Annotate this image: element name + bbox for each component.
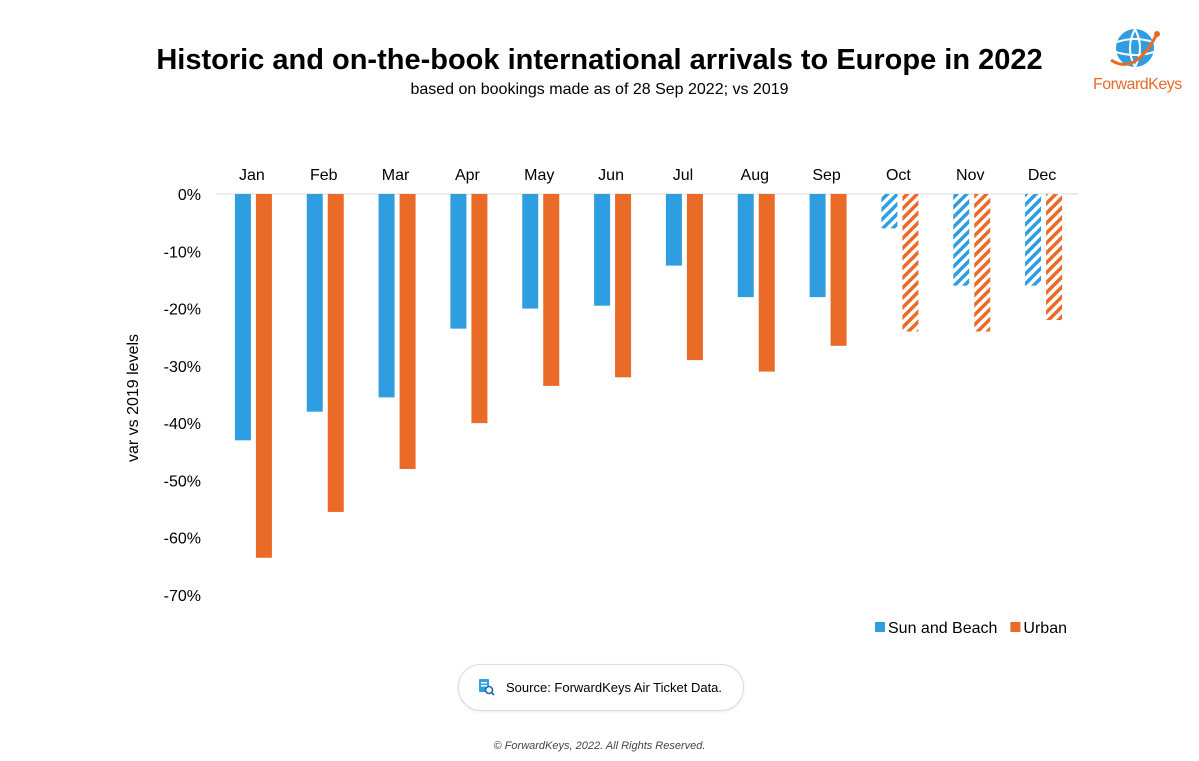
bar-urban	[830, 194, 847, 346]
x-tick-label: Jul	[673, 167, 693, 184]
bar-urban	[543, 194, 560, 386]
bar-sun-and-beach	[809, 194, 826, 298]
copyright-text: © ForwardKeys, 2022. All Rights Reserved…	[493, 740, 706, 752]
bar-urban	[758, 194, 775, 372]
bar-urban	[686, 194, 703, 361]
y-tick-label: -60%	[164, 531, 201, 548]
x-tick-label: Sep	[812, 167, 841, 184]
forecast-bar-sun-and-beach	[881, 194, 898, 229]
bar-urban	[399, 194, 416, 469]
globe-icon	[1110, 28, 1160, 68]
x-tick-label: Apr	[455, 167, 481, 184]
chart-title: Historic and on-the-book international a…	[156, 44, 1043, 76]
bar-urban	[327, 194, 344, 512]
y-tick-label: -40%	[164, 416, 201, 433]
x-tick-label: Oct	[886, 167, 911, 184]
forecast-bar-urban	[902, 194, 919, 332]
forecast-bar-sun-and-beach	[1025, 194, 1042, 286]
y-tick-label: -10%	[164, 244, 201, 261]
y-tick-label: 0%	[178, 187, 201, 204]
forwardkeys-logo: ForwardKeys	[1093, 26, 1182, 98]
x-tick-label: May	[524, 167, 554, 184]
bar-urban	[471, 194, 488, 424]
bar-urban	[255, 194, 272, 558]
y-tick-label: -20%	[164, 302, 201, 319]
x-tick-label: Feb	[310, 167, 338, 184]
bar-urban	[615, 194, 632, 378]
bar-sun-and-beach	[737, 194, 754, 298]
legend-label: Sun and Beach	[888, 620, 997, 637]
bar-sun-and-beach	[594, 194, 611, 306]
y-tick-label: -30%	[164, 359, 201, 376]
x-tick-label: Mar	[382, 167, 410, 184]
source-note: Source: ForwardKeys Air Ticket Data.	[458, 664, 744, 711]
bar-sun-and-beach	[306, 194, 323, 412]
document-search-icon	[479, 679, 495, 696]
y-tick-label: -50%	[164, 473, 201, 490]
forecast-bar-urban	[974, 194, 991, 332]
source-text: Source: ForwardKeys Air Ticket Data.	[506, 680, 723, 695]
bar-sun-and-beach	[450, 194, 467, 329]
forecast-bar-sun-and-beach	[953, 194, 970, 286]
y-tick-label: -70%	[164, 588, 201, 605]
bar-sun-and-beach	[665, 194, 682, 266]
x-tick-label: Dec	[1028, 167, 1056, 184]
x-tick-label: Aug	[741, 167, 769, 184]
x-tick-label: Nov	[956, 167, 984, 184]
logo-text: ForwardKeys	[1093, 76, 1182, 93]
bar-sun-and-beach	[522, 194, 539, 309]
chart-subtitle: based on bookings made as of 28 Sep 2022…	[410, 81, 789, 98]
bar-sun-and-beach	[234, 194, 251, 441]
legend-swatch	[875, 622, 885, 632]
x-tick-label: Jan	[239, 167, 265, 184]
forecast-bar-urban	[1046, 194, 1063, 321]
x-tick-label: Jun	[598, 167, 624, 184]
y-axis-label: var vs 2019 levels	[125, 334, 142, 462]
legend-label: Urban	[1023, 620, 1067, 637]
bar-sun-and-beach	[378, 194, 395, 398]
legend-swatch	[1010, 622, 1021, 632]
